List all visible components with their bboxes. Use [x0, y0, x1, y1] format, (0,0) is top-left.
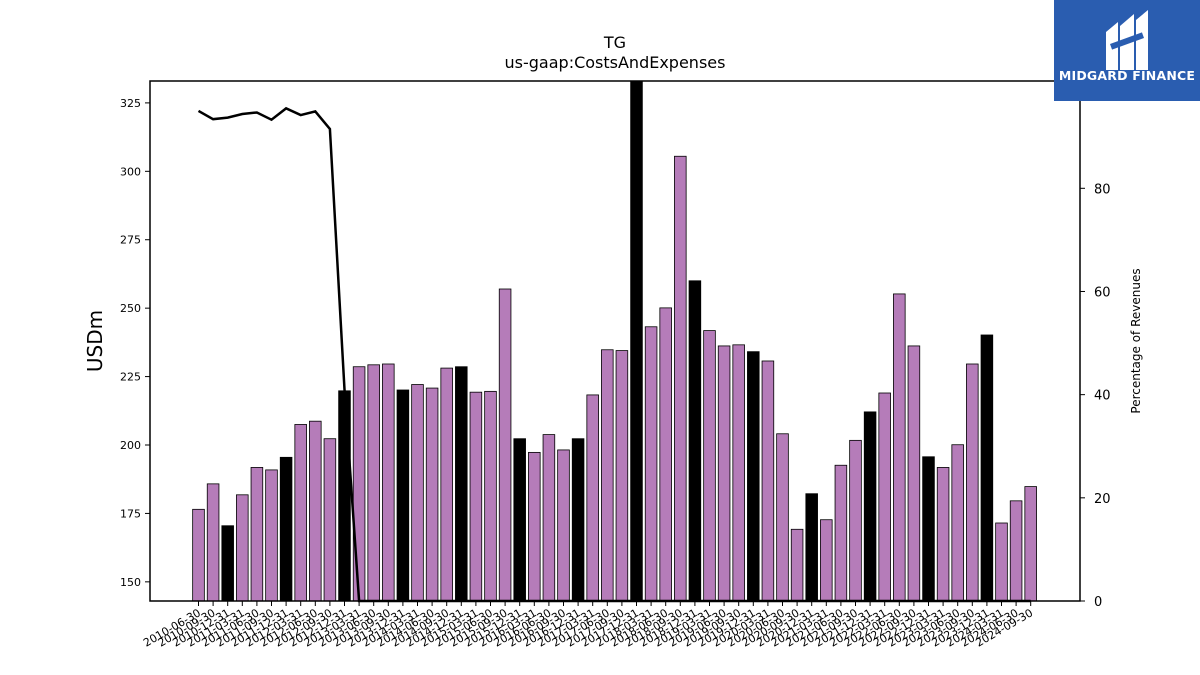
bar	[966, 363, 979, 602]
bar	[586, 394, 599, 602]
bar	[776, 433, 789, 602]
bar	[703, 330, 716, 602]
bar	[1009, 500, 1023, 602]
percentage-line	[197, 106, 1031, 603]
bar	[922, 456, 935, 602]
bar	[294, 424, 307, 602]
bar	[1024, 486, 1037, 602]
bar	[790, 528, 804, 602]
bar	[221, 525, 234, 602]
bar	[323, 438, 337, 602]
y-tick-label: 250	[120, 302, 141, 315]
plot-frame	[149, 80, 1081, 602]
bar	[615, 350, 629, 602]
bar	[352, 366, 366, 602]
y2-tick-label: 40	[1094, 389, 1111, 404]
y-axis-label: USDm	[83, 310, 107, 372]
bar	[630, 80, 643, 602]
midgard-logo-icon	[1106, 10, 1148, 70]
x-axis: 2010-06-302010-09-302010-12-312011-03-31…	[141, 601, 1035, 650]
bar	[951, 444, 964, 602]
y-tick-label: 150	[120, 576, 141, 589]
chart-subtitle: us-gaap:CostsAndExpenses	[505, 53, 726, 72]
y-tick-label: 200	[120, 439, 141, 452]
bar	[747, 351, 760, 602]
bar	[863, 411, 877, 602]
bar	[674, 155, 687, 602]
bar	[425, 387, 439, 602]
y2-tick-label: 80	[1094, 182, 1111, 197]
bar	[367, 364, 380, 602]
bar	[455, 366, 468, 602]
chart-title: TG	[603, 33, 626, 52]
bar	[820, 519, 833, 602]
logo: MIDGARD FINANCE	[1054, 0, 1200, 101]
bar	[571, 438, 585, 602]
bar	[206, 483, 220, 602]
bar	[849, 439, 862, 602]
bar	[732, 344, 745, 602]
bar	[498, 288, 512, 602]
bar	[382, 363, 395, 602]
bar	[250, 467, 264, 602]
bar	[834, 464, 848, 602]
y-tick-label: 300	[120, 165, 141, 178]
bar	[761, 360, 775, 602]
y-axis: 150 175 200 225 250 275 300 325	[120, 97, 150, 589]
bar	[484, 390, 497, 602]
bar	[995, 522, 1008, 602]
bar	[980, 334, 994, 602]
bar	[440, 367, 453, 602]
bar	[601, 349, 614, 602]
y2-axis-label: Percentage of Revenues	[1129, 268, 1143, 413]
bar	[279, 456, 293, 602]
bar	[659, 307, 672, 602]
bar	[396, 389, 410, 602]
bar	[688, 280, 702, 602]
bar	[338, 390, 351, 602]
bar	[192, 508, 205, 602]
y-tick-label: 275	[120, 234, 141, 247]
bar	[893, 293, 906, 602]
bar	[557, 449, 570, 602]
bar	[411, 384, 424, 602]
y2-axis: 0 20 40 60 80	[1080, 182, 1111, 610]
logo-text: MIDGARD FINANCE	[1058, 68, 1196, 83]
y2-tick-label: 0	[1094, 595, 1102, 610]
bar	[936, 467, 950, 602]
bar	[907, 345, 921, 602]
bar	[265, 469, 278, 602]
bar	[805, 493, 818, 602]
y-tick-label: 175	[120, 507, 141, 520]
y-tick-label: 325	[120, 97, 141, 110]
y-tick-label: 225	[120, 371, 141, 384]
bar	[236, 494, 249, 602]
bar	[528, 451, 541, 602]
bar	[717, 345, 731, 602]
bar	[542, 434, 556, 602]
bar	[469, 391, 483, 602]
bar	[309, 420, 322, 602]
bars-group	[192, 80, 1037, 602]
y2-tick-label: 20	[1094, 492, 1111, 507]
bar	[878, 392, 891, 602]
bar	[644, 326, 658, 602]
bar	[513, 438, 526, 602]
y2-tick-label: 60	[1094, 285, 1111, 300]
